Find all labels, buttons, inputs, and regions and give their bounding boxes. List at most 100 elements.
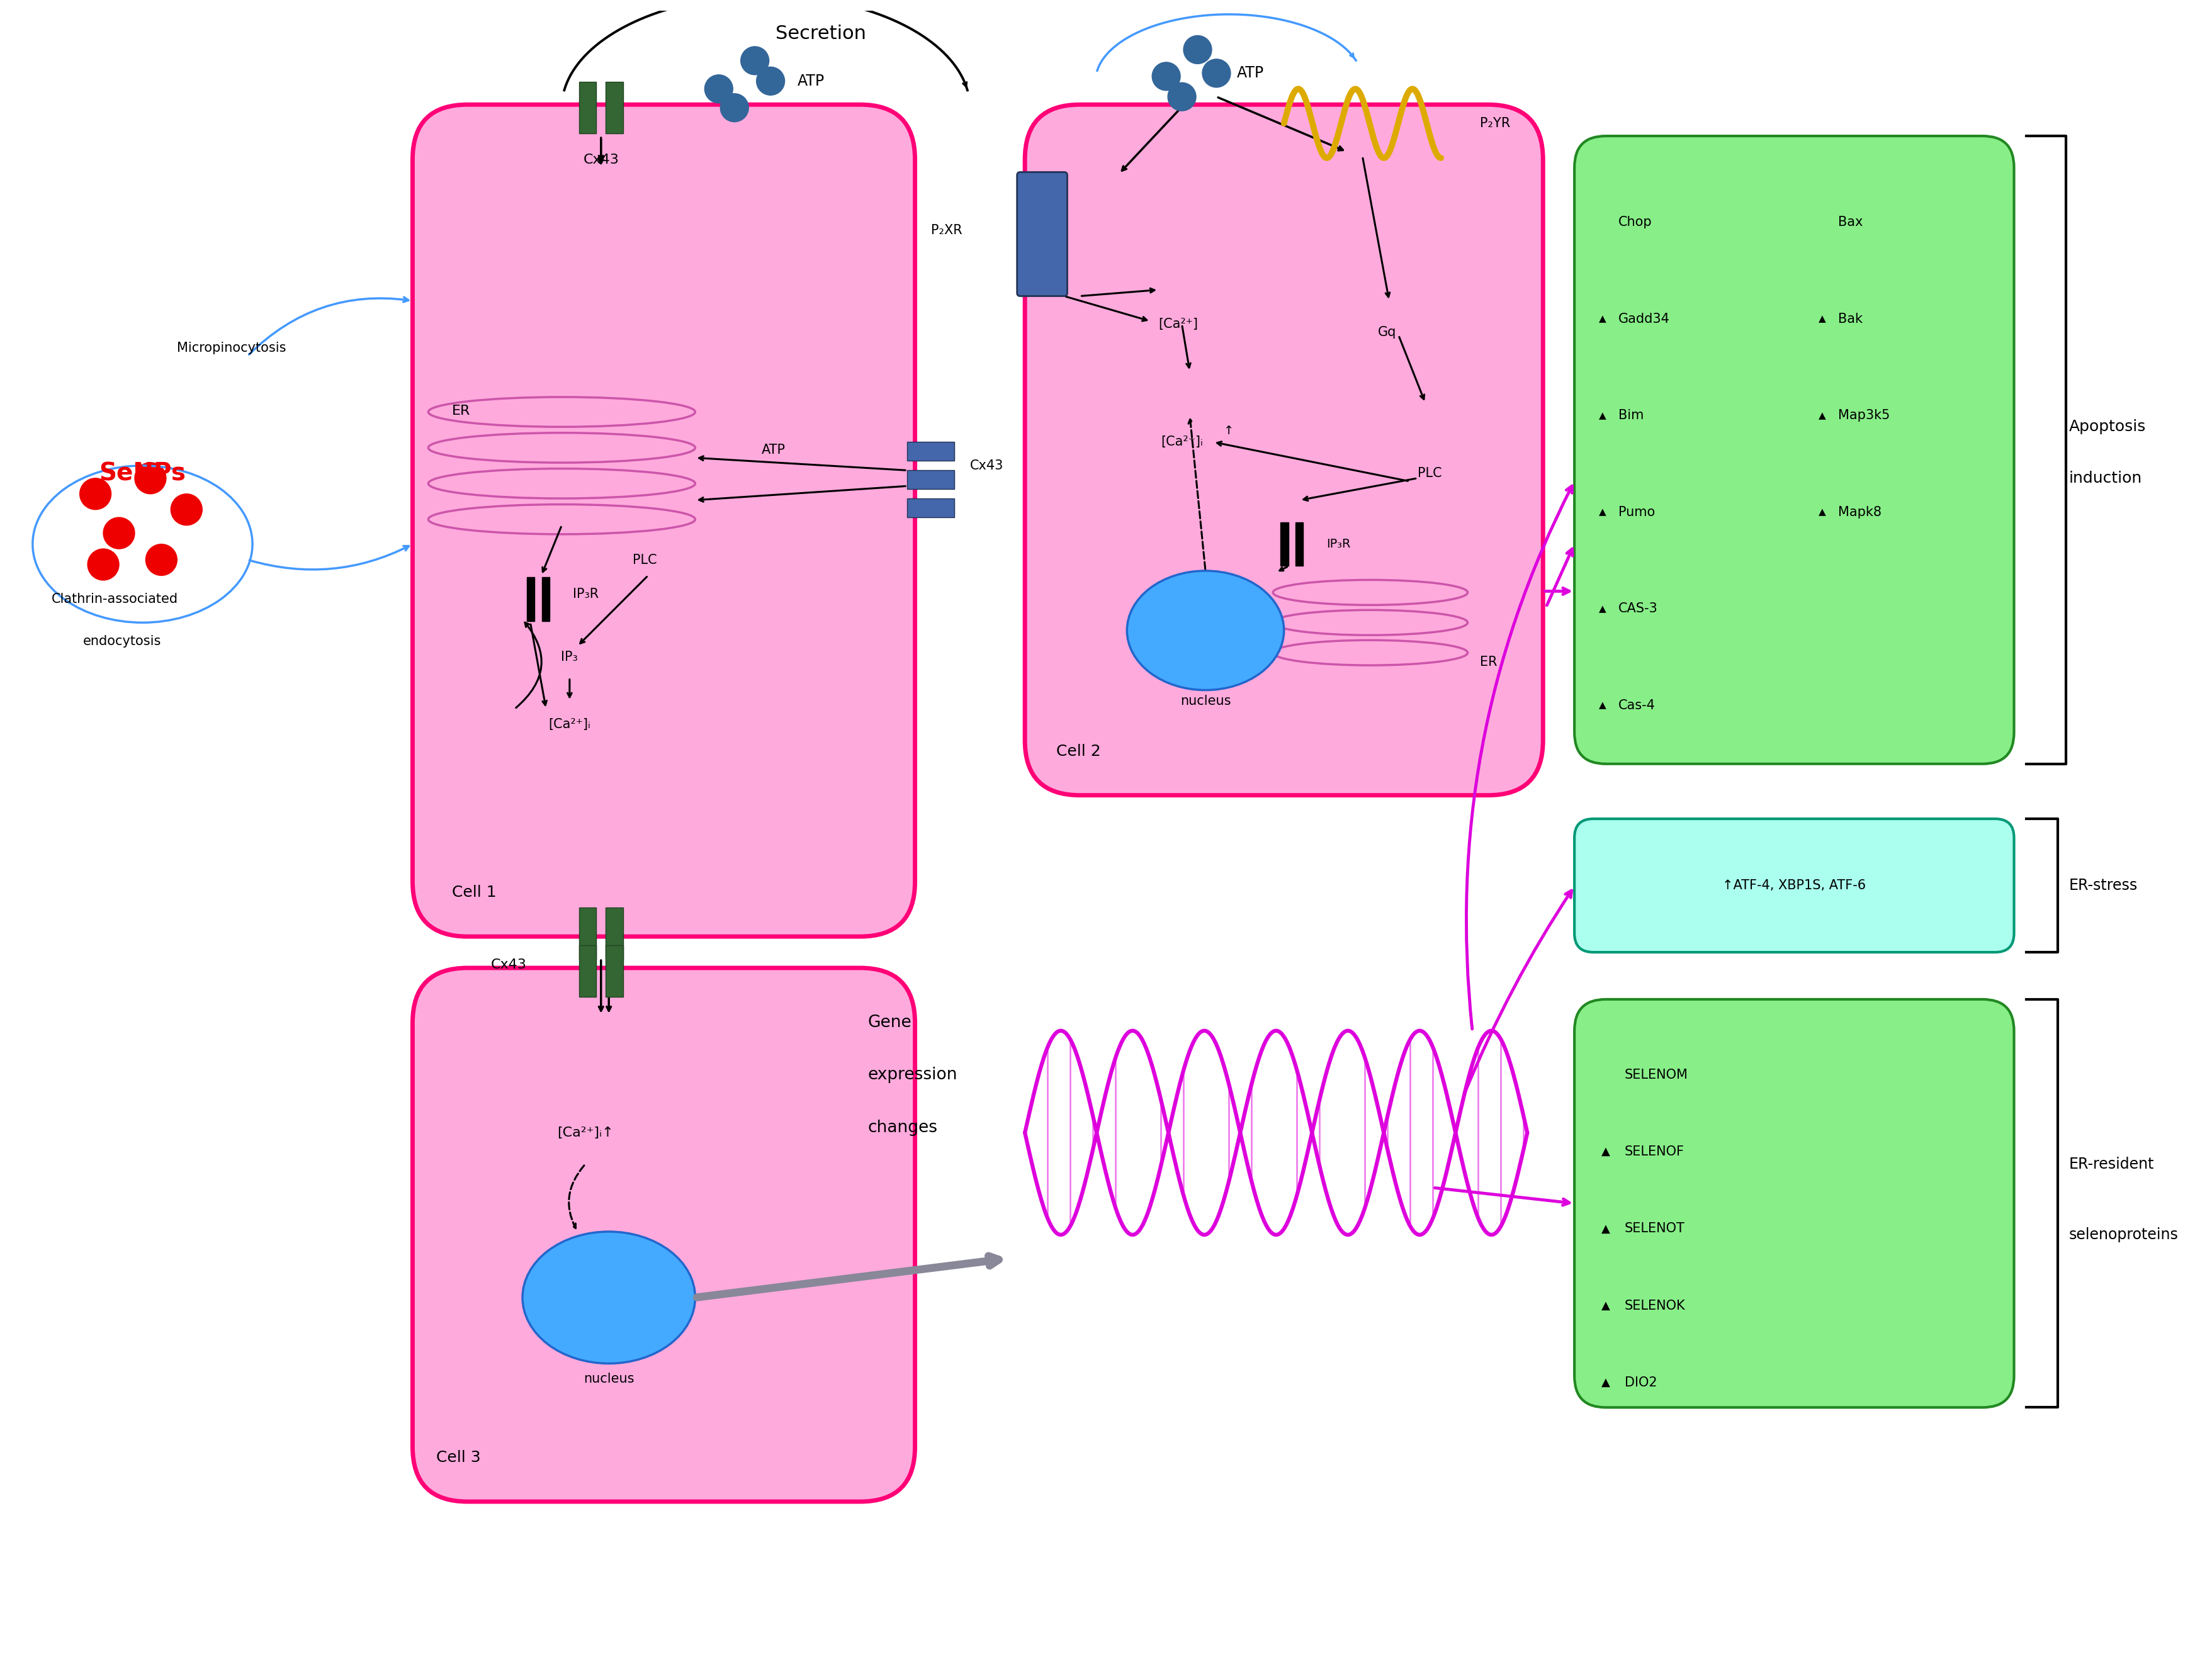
Text: Clathrin-associated: Clathrin-associated — [51, 592, 179, 606]
Bar — [580, 82, 597, 134]
Text: [Ca²⁺]ᵢ: [Ca²⁺]ᵢ — [1161, 436, 1203, 449]
Text: Gene: Gene — [867, 1015, 911, 1031]
Ellipse shape — [1126, 571, 1283, 689]
Text: Bak: Bak — [1838, 312, 1863, 325]
Text: ▲: ▲ — [1599, 604, 1606, 614]
Text: PLC: PLC — [633, 554, 657, 566]
Circle shape — [1183, 35, 1212, 63]
Bar — [606, 945, 624, 996]
Text: ▲: ▲ — [1599, 507, 1606, 517]
Text: nucleus: nucleus — [1181, 694, 1230, 708]
FancyBboxPatch shape — [414, 968, 916, 1502]
Text: selenoproteins: selenoproteins — [2068, 1227, 2179, 1242]
Text: ▲: ▲ — [1601, 1147, 1610, 1157]
Text: ER-resident: ER-resident — [2068, 1157, 2154, 1172]
Text: endocytosis: endocytosis — [82, 636, 161, 648]
Text: SELENOM: SELENOM — [1624, 1068, 1688, 1082]
Text: Chop: Chop — [1619, 215, 1652, 229]
Text: nucleus: nucleus — [584, 1374, 635, 1385]
Text: Apoptosis: Apoptosis — [2068, 419, 2146, 434]
Text: Gq: Gq — [1378, 325, 1396, 339]
Circle shape — [721, 93, 748, 122]
Text: [Ca²⁺]: [Ca²⁺] — [1159, 319, 1199, 330]
Circle shape — [706, 75, 732, 103]
Text: SELENOF: SELENOF — [1624, 1145, 1686, 1158]
Text: induction: induction — [2068, 471, 2141, 486]
FancyBboxPatch shape — [1575, 135, 2015, 764]
Text: ▲: ▲ — [1818, 314, 1827, 324]
Bar — [606, 82, 624, 134]
Text: ▲: ▲ — [1601, 1223, 1610, 1235]
Circle shape — [170, 494, 201, 526]
Text: changes: changes — [867, 1120, 938, 1137]
Bar — [907, 442, 953, 461]
Text: SELENOK: SELENOK — [1624, 1300, 1686, 1312]
Text: P₂YR: P₂YR — [1480, 117, 1511, 130]
Text: SELENOT: SELENOT — [1624, 1222, 1686, 1235]
Text: ATP: ATP — [761, 444, 785, 456]
Text: Cell 2: Cell 2 — [1057, 744, 1102, 759]
Text: IP₃R: IP₃R — [573, 587, 599, 601]
Text: ATP: ATP — [1237, 65, 1263, 80]
Text: Cx43: Cx43 — [969, 459, 1004, 472]
Text: Bim: Bim — [1619, 409, 1644, 422]
Text: ▲: ▲ — [1818, 507, 1827, 517]
Text: ↑ATF-4, XBP1S, ATF-6: ↑ATF-4, XBP1S, ATF-6 — [1723, 880, 1867, 891]
FancyBboxPatch shape — [1018, 172, 1068, 295]
Text: ER: ER — [451, 404, 471, 417]
Text: Bax: Bax — [1838, 215, 1863, 229]
Text: [Ca²⁺]ᵢ↑: [Ca²⁺]ᵢ↑ — [557, 1127, 613, 1138]
Text: ▲: ▲ — [1601, 1300, 1610, 1312]
Circle shape — [741, 47, 770, 75]
Text: Gadd34: Gadd34 — [1619, 312, 1670, 325]
Circle shape — [88, 549, 119, 581]
Text: ▲: ▲ — [1818, 411, 1827, 421]
Circle shape — [104, 517, 135, 549]
Circle shape — [135, 462, 166, 494]
Circle shape — [80, 479, 111, 509]
Text: ▲: ▲ — [1599, 411, 1606, 421]
Bar — [580, 908, 597, 960]
Text: Mapk8: Mapk8 — [1838, 506, 1882, 519]
Text: [Ca²⁺]ᵢ: [Ca²⁺]ᵢ — [549, 718, 591, 731]
Bar — [907, 499, 953, 517]
Text: ▲: ▲ — [1599, 314, 1606, 324]
Text: Cas-4: Cas-4 — [1619, 699, 1655, 711]
Text: ↑: ↑ — [1223, 426, 1234, 437]
Text: P₂XR: P₂XR — [931, 224, 962, 237]
Bar — [1281, 522, 1287, 566]
Bar — [1296, 522, 1303, 566]
Text: PLC: PLC — [1418, 467, 1442, 479]
Text: ER: ER — [1480, 656, 1498, 668]
Text: ▲: ▲ — [1599, 701, 1606, 709]
Text: ▲: ▲ — [1601, 1377, 1610, 1389]
Circle shape — [1152, 62, 1181, 90]
FancyBboxPatch shape — [1024, 105, 1544, 794]
Text: Secretion: Secretion — [776, 25, 867, 43]
Text: Micropinocytosis: Micropinocytosis — [177, 342, 285, 354]
FancyBboxPatch shape — [414, 105, 916, 936]
Text: SeNPs: SeNPs — [100, 462, 186, 486]
Circle shape — [1168, 83, 1197, 110]
Circle shape — [146, 544, 177, 576]
Text: Pumo: Pumo — [1619, 506, 1655, 519]
Text: IP₃R: IP₃R — [1327, 537, 1352, 551]
Bar — [580, 945, 597, 996]
Bar — [526, 577, 535, 621]
Text: expression: expression — [867, 1066, 958, 1083]
Text: Cell 1: Cell 1 — [451, 885, 495, 900]
Text: DIO2: DIO2 — [1624, 1377, 1657, 1389]
Circle shape — [1203, 58, 1230, 87]
Circle shape — [757, 67, 785, 95]
Text: IP₃: IP₃ — [562, 651, 577, 663]
Text: CAS-3: CAS-3 — [1619, 603, 1657, 614]
FancyBboxPatch shape — [1575, 819, 2015, 953]
Text: Cx43: Cx43 — [584, 154, 619, 165]
Text: ATP: ATP — [796, 73, 825, 88]
Ellipse shape — [522, 1232, 695, 1364]
Bar — [907, 471, 953, 489]
Text: Cell 3: Cell 3 — [436, 1450, 480, 1465]
Text: Map3k5: Map3k5 — [1838, 409, 1889, 422]
Text: ER-stress: ER-stress — [2068, 878, 2137, 893]
Bar — [542, 577, 549, 621]
